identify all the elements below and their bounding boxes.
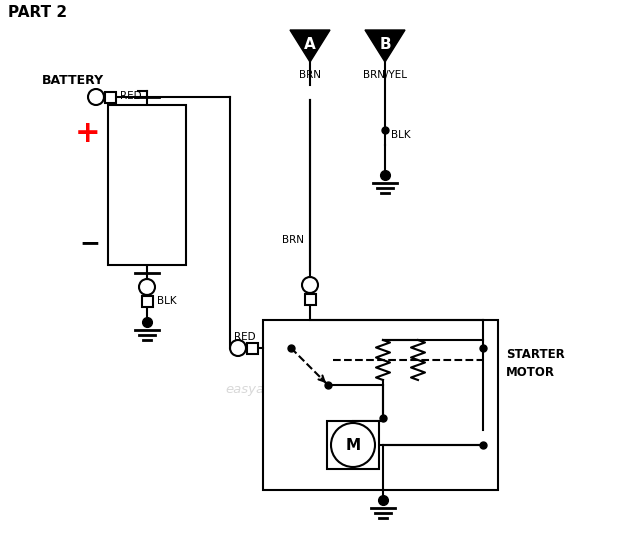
Text: BRN: BRN (299, 70, 321, 80)
Bar (108, 105, 186, 265)
Bar (142, 296, 153, 307)
Text: BATTERY: BATTERY (42, 73, 104, 86)
Bar (263, 320, 498, 490)
Bar (327, 421, 379, 469)
Bar (305, 294, 316, 305)
Text: easyautodiagnostics.com: easyautodiagnostics.com (226, 384, 394, 396)
Text: M: M (345, 437, 360, 452)
Text: −: − (80, 231, 101, 255)
Text: BLK: BLK (156, 296, 176, 306)
Text: B: B (379, 37, 391, 52)
Text: BRN/YEL: BRN/YEL (363, 70, 407, 80)
Text: RED: RED (234, 332, 256, 342)
Text: RED: RED (120, 91, 142, 101)
Text: STARTER
MOTOR: STARTER MOTOR (506, 348, 565, 379)
Text: A: A (304, 37, 316, 52)
Text: BRN: BRN (282, 235, 304, 245)
Polygon shape (290, 30, 330, 62)
Text: PART 2: PART 2 (8, 5, 67, 20)
Bar (247, 343, 258, 353)
Polygon shape (365, 30, 405, 62)
Bar (105, 91, 116, 102)
Text: BLK: BLK (391, 130, 410, 140)
Text: +: + (75, 119, 101, 147)
